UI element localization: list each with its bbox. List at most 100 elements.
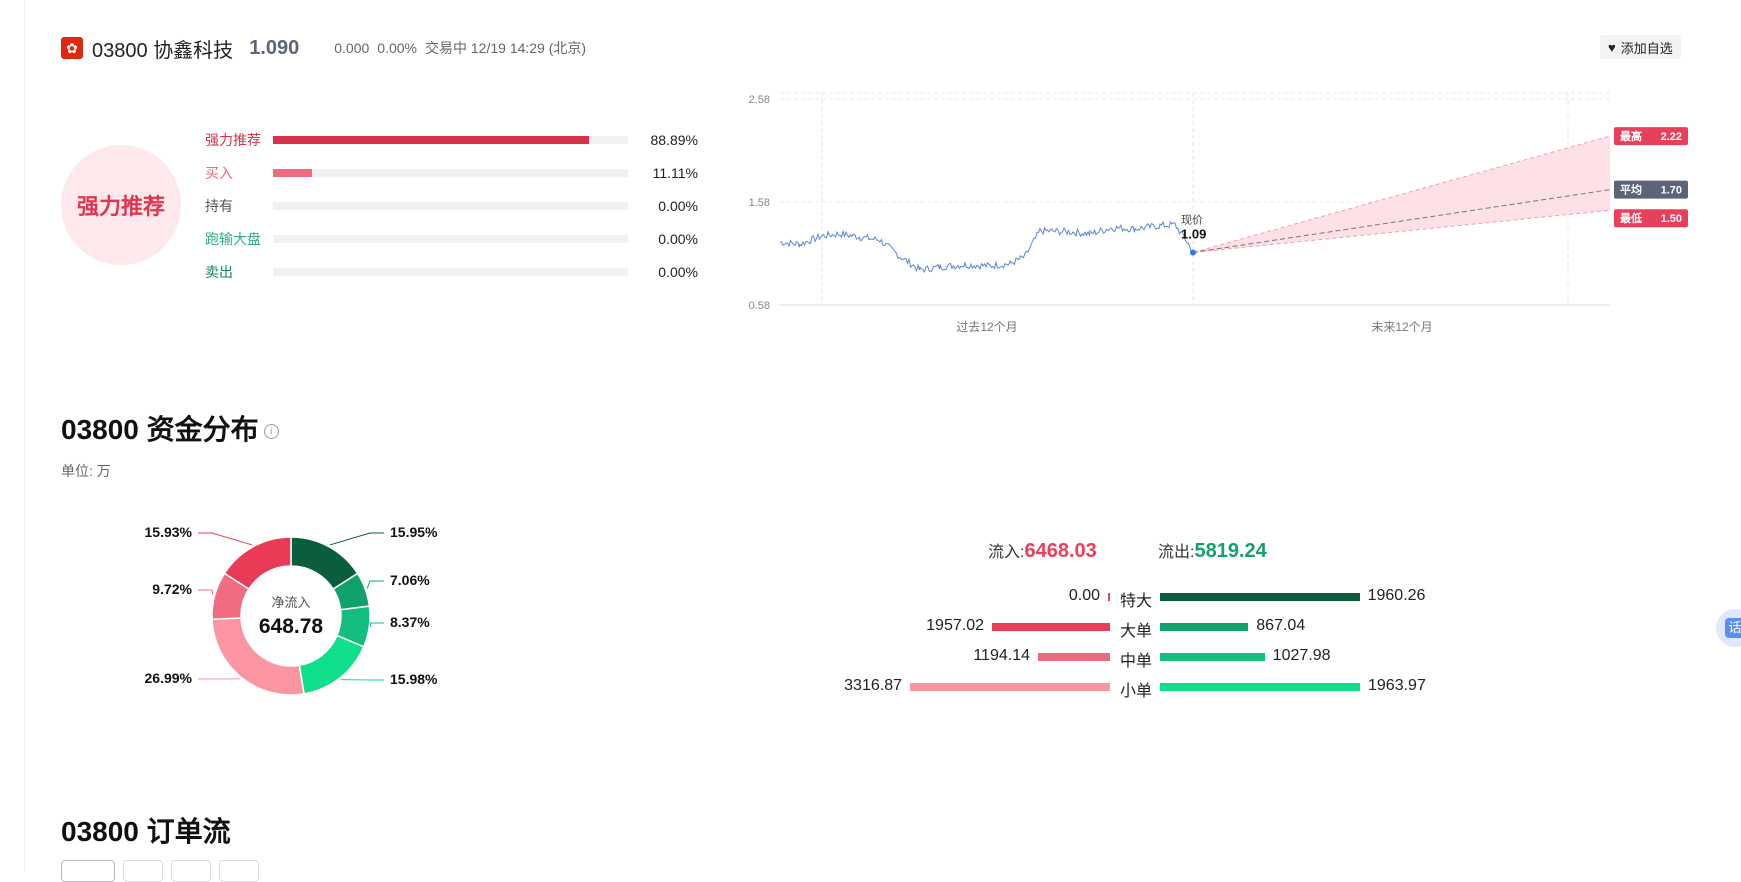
donut-slice-label: 15.98% [390,671,438,687]
donut-leader-line [198,533,252,545]
rating-bar-track [273,169,628,177]
inflow-bar [1108,593,1110,601]
rating-label: 买入 [205,163,273,183]
target-tag-value: 2.22 [1661,131,1682,143]
y-tick-label: 2.58 [749,94,770,106]
inflow-value: 6468.03 [1024,540,1096,563]
outflow-bar [1160,623,1248,631]
stock-code: 03800 [92,40,148,62]
order-flow-tab-4[interactable] [219,860,259,882]
outflow-label: 流出: [1158,538,1194,562]
floating-help-button[interactable]: 话 [1716,609,1741,647]
donut-center-label: 净流入 [271,595,310,610]
target-tag-value: 1.70 [1661,185,1682,197]
rating-row: 买入 11.11% [205,163,698,183]
rating-row: 跑输大盘 0.00% [205,229,698,249]
price-change: 0.000 [334,40,369,56]
rating-pct: 88.89% [628,132,698,148]
donut-slice-label: 9.72% [152,581,192,597]
inflow-amount: 3316.87 [844,677,902,695]
price-history-line [780,222,1193,272]
target-tag-label: 最高 [1620,129,1642,143]
donut-slice-label: 8.37% [390,614,430,630]
info-icon[interactable]: i [264,424,279,439]
donut-leader-line [367,581,384,588]
donut-leader-line [198,590,213,595]
donut-slice-label: 26.99% [145,670,193,686]
order-flow-tab-1[interactable] [61,860,115,882]
current-price-value: 1.09 [1181,226,1206,241]
price-change-pct: 0.00% [377,40,417,56]
rating-label: 持有 [205,196,273,216]
order-size-label: 中单 [1118,647,1154,671]
rating-pct: 0.00% [628,198,698,214]
unit-label: 单位: 万 [61,461,111,481]
outflow-amount: 1027.98 [1273,647,1331,665]
outflow-value: 5819.24 [1194,540,1266,563]
current-price-label: 现价 [1181,213,1203,226]
rating-label: 跑输大盘 [205,229,273,249]
order-flow-title: 03800 订单流 [61,810,231,850]
rating-bar-track [273,202,628,210]
rating-bar-track [273,235,628,243]
order-size-label: 大单 [1118,617,1154,641]
x-axis-label: 过去12个月 [956,320,1017,334]
inflow-amount: 0.00 [1069,587,1100,605]
rating-bar-fill [273,136,589,144]
rating-bar-track [273,268,628,276]
x-axis-label: 未来12个月 [1371,320,1432,334]
rating-bar-track [273,136,628,144]
target-tag-label: 最低 [1620,211,1642,225]
rating-pct: 11.11% [628,165,698,181]
rating-pct: 0.00% [628,231,698,247]
outflow-bar [1160,683,1360,691]
rating-row: 持有 0.00% [205,196,698,216]
stock-title: 03800 协鑫科技 [92,34,233,63]
outflow-summary: 流出: 5819.24 [1158,538,1267,566]
outflow-amount: 1960.26 [1368,587,1426,605]
fund-title-text: 03800 资金分布 [61,414,259,445]
rating-row: 强力推荐 88.89% [205,130,698,150]
order-flow-tab-2[interactable] [123,860,163,882]
stock-header: ✿ 03800 协鑫科技 1.090 0.000 0.00% 交易中 12/19… [61,34,594,62]
rating-label: 强力推荐 [205,130,273,150]
outflow-amount: 1963.97 [1368,677,1426,695]
add-watchlist-button[interactable]: ♥ 添加自选 [1600,35,1681,59]
donut-leader-line [370,623,384,627]
y-tick-label: 0.58 [749,300,770,312]
inflow-summary: 流入: 6468.03 [988,538,1097,566]
rating-pct: 0.00% [628,264,698,280]
trading-status: 交易中 12/19 14:29 (北京) [425,38,586,58]
inflow-label: 流入: [988,538,1024,562]
order-size-label: 小单 [1118,677,1154,701]
rating-bar-fill [273,169,312,177]
fund-donut-chart: 15.95%7.06%8.37%15.98%26.99%9.72%15.93%净… [120,520,500,720]
rating-badge: 强力推荐 [61,145,181,265]
outflow-bar [1160,593,1360,601]
stock-price: 1.090 [249,37,299,60]
heart-icon: ♥ [1608,40,1616,55]
inflow-bar [1038,653,1110,661]
donut-slice-label: 7.06% [390,572,430,588]
donut-center-value: 648.78 [259,615,324,638]
chat-icon: 话 [1725,618,1741,638]
target-tag: 最高 2.22 [1614,127,1688,145]
left-divider [24,0,25,871]
rating-label: 卖出 [205,262,273,282]
rating-row: 卖出 0.00% [205,262,698,282]
donut-slice [299,636,363,694]
order-flow-tab-3[interactable] [171,860,211,882]
inflow-amount: 1957.02 [926,617,984,635]
outflow-bar [1160,653,1265,661]
stock-name: 协鑫科技 [153,40,233,62]
hk-flag-icon: ✿ [61,37,83,59]
current-price-dot [1190,249,1196,255]
inflow-bar [910,683,1110,691]
donut-leader-line [330,533,384,545]
